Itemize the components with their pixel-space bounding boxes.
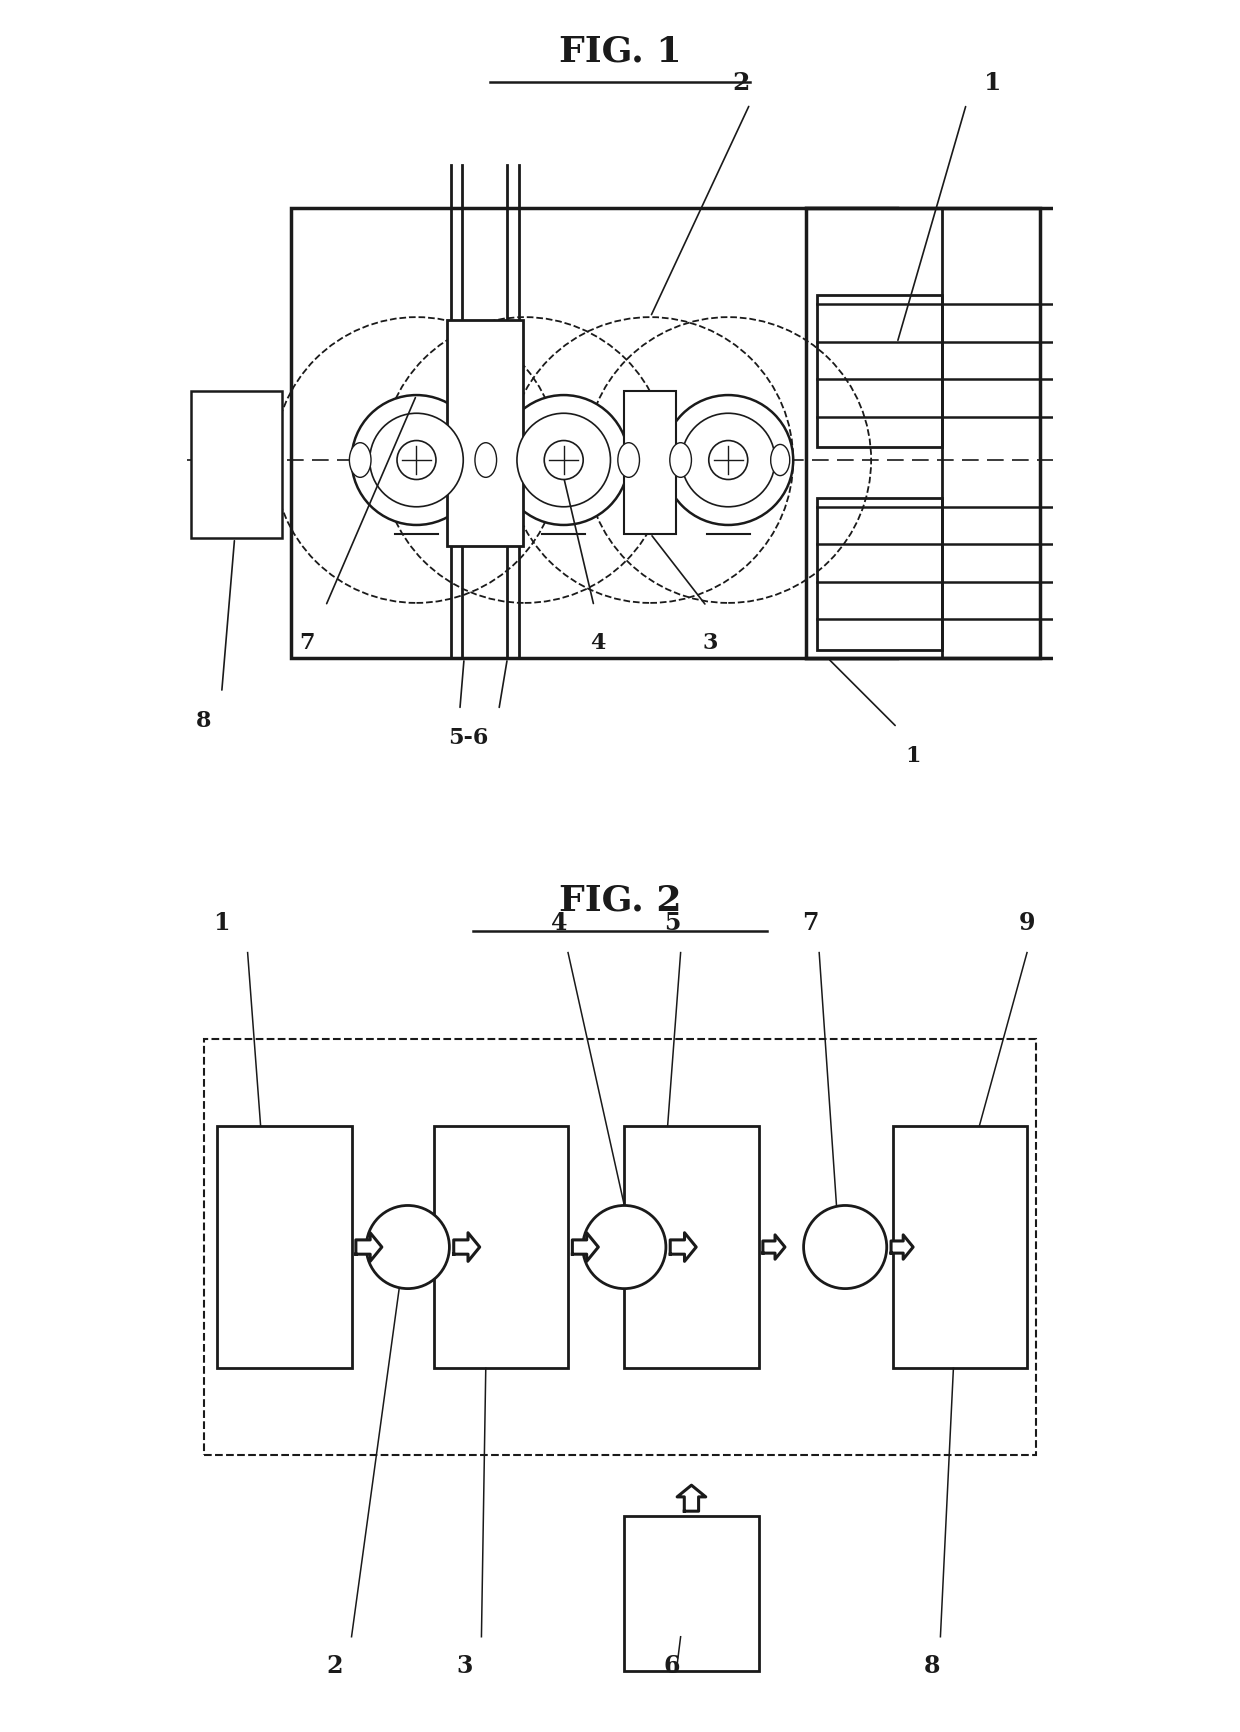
- Circle shape: [352, 395, 481, 525]
- Circle shape: [370, 414, 464, 507]
- Text: 6: 6: [663, 1654, 681, 1678]
- Polygon shape: [677, 1484, 706, 1510]
- Polygon shape: [892, 1235, 913, 1259]
- Text: 4: 4: [551, 911, 568, 935]
- Polygon shape: [454, 1233, 480, 1261]
- Text: 3: 3: [456, 1654, 472, 1678]
- Ellipse shape: [771, 445, 790, 476]
- Text: 5-6: 5-6: [449, 727, 489, 750]
- Bar: [817, 296, 942, 447]
- Text: 1: 1: [213, 911, 229, 935]
- Text: 7: 7: [802, 911, 818, 935]
- Circle shape: [498, 395, 629, 525]
- Text: FIG. 1: FIG. 1: [559, 35, 681, 69]
- Circle shape: [663, 395, 794, 525]
- Text: 4: 4: [590, 632, 605, 655]
- Ellipse shape: [350, 443, 371, 478]
- Text: 1: 1: [905, 745, 921, 767]
- Bar: [817, 499, 942, 650]
- Circle shape: [583, 1205, 666, 1289]
- Text: 2: 2: [326, 1654, 342, 1678]
- Circle shape: [544, 440, 583, 480]
- Circle shape: [517, 414, 610, 507]
- Bar: [434, 1126, 568, 1368]
- Polygon shape: [671, 1233, 696, 1261]
- Text: 3: 3: [702, 632, 718, 655]
- Polygon shape: [573, 1233, 599, 1261]
- Text: FIG. 2: FIG. 2: [559, 883, 681, 918]
- Bar: [624, 1126, 759, 1368]
- Circle shape: [709, 440, 748, 480]
- Bar: [446, 320, 523, 546]
- Bar: [217, 1126, 352, 1368]
- Text: 2: 2: [733, 71, 750, 95]
- Polygon shape: [763, 1235, 785, 1259]
- Text: 5: 5: [663, 911, 681, 935]
- Bar: [205, 1039, 1035, 1455]
- Bar: [291, 208, 897, 658]
- Circle shape: [397, 440, 436, 480]
- Text: 1: 1: [983, 71, 1001, 95]
- Text: 8: 8: [924, 1654, 940, 1678]
- Circle shape: [682, 414, 775, 507]
- Bar: [191, 391, 283, 539]
- Bar: [624, 1516, 759, 1671]
- Bar: [624, 391, 676, 533]
- Circle shape: [366, 1205, 449, 1289]
- Text: 9: 9: [1019, 911, 1035, 935]
- Circle shape: [804, 1205, 887, 1289]
- Bar: [806, 208, 1040, 658]
- Bar: [893, 1126, 1027, 1368]
- Ellipse shape: [475, 443, 496, 478]
- Ellipse shape: [618, 443, 640, 478]
- Text: 8: 8: [196, 710, 211, 733]
- Polygon shape: [356, 1233, 382, 1261]
- Text: 7: 7: [300, 632, 315, 655]
- Ellipse shape: [670, 443, 692, 478]
